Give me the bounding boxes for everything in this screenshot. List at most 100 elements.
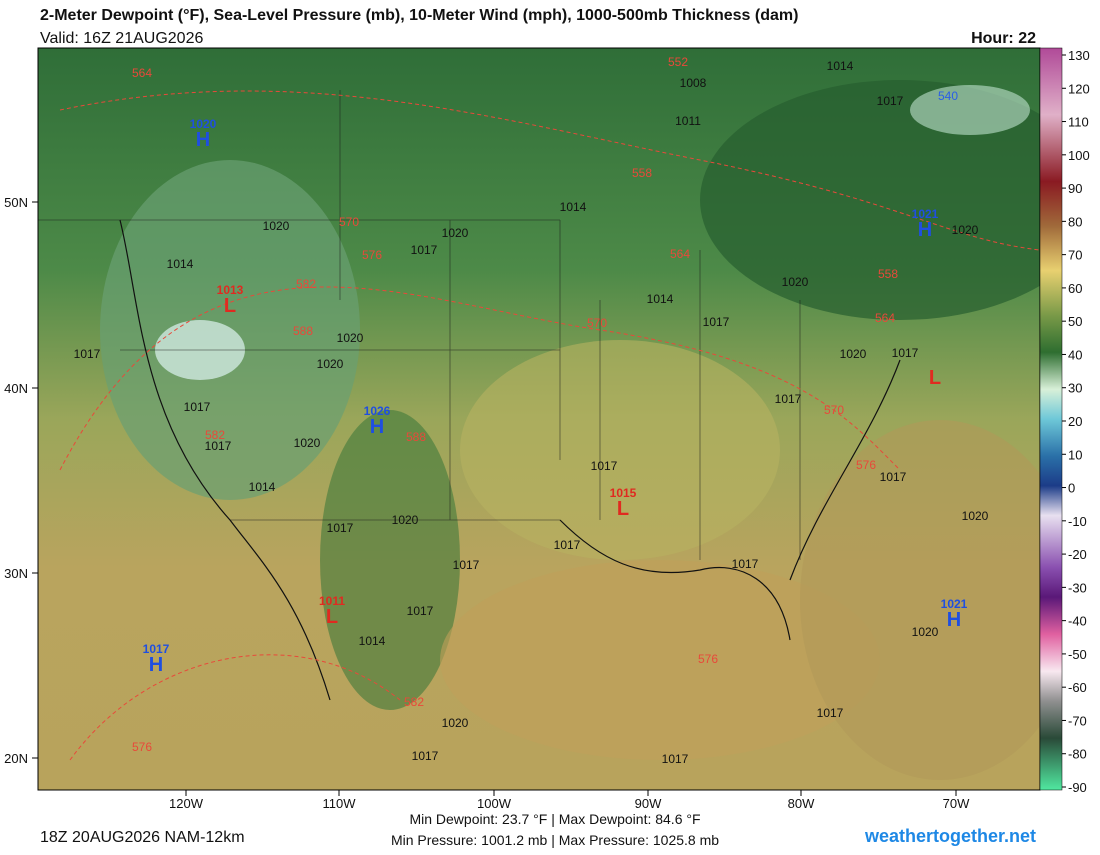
highs-value: 1026 xyxy=(364,404,391,418)
isobar-label: 1017 xyxy=(407,604,434,618)
thickness-label: 564 xyxy=(670,247,690,261)
isobar-label: 1017 xyxy=(877,94,904,108)
gulf xyxy=(440,560,880,760)
isobar-label: 1014 xyxy=(249,480,276,494)
atlantic xyxy=(800,420,1040,780)
title: 2-Meter Dewpoint (°F), Sea-Level Pressur… xyxy=(40,7,798,24)
isobar-label: 1017 xyxy=(205,439,232,453)
isobar-label: 1017 xyxy=(184,400,211,414)
colorbar-label: 80 xyxy=(1068,214,1082,229)
thickness-label: 552 xyxy=(668,55,688,69)
thickness-label: 576 xyxy=(856,458,876,472)
site-name: weathertogether.net xyxy=(864,826,1036,846)
coastlines xyxy=(119,219,901,701)
isobar-label: 1020 xyxy=(263,219,290,233)
dewpoint-range: Min Dewpoint: 23.7 °F | Max Dewpoint: 84… xyxy=(409,811,700,827)
isobar-label: 1017 xyxy=(775,392,802,406)
thickness-label: 570 xyxy=(824,403,844,417)
thickness-label: 570 xyxy=(339,215,359,229)
isobar-label: 1020 xyxy=(912,625,939,639)
thickness-label: 588 xyxy=(406,430,426,444)
isobar-label: 1017 xyxy=(732,557,759,571)
isobar-label: 1014 xyxy=(647,292,674,306)
lows-value: 1013 xyxy=(217,283,244,297)
cold-north xyxy=(910,85,1030,135)
model-run: 18Z 20AUG2026 NAM-12km xyxy=(40,829,245,846)
lows-letter: L xyxy=(929,367,941,389)
highs-value: 1021 xyxy=(941,597,968,611)
isobar-label: 1017 xyxy=(412,749,439,763)
colorbar-label: 100 xyxy=(1068,148,1090,163)
thickness-label: 576 xyxy=(132,740,152,754)
thickness-label: 570 xyxy=(587,316,607,330)
highs-letter: H xyxy=(947,609,961,631)
colorbar-label: 90 xyxy=(1068,181,1082,196)
isobar-label: 1017 xyxy=(453,558,480,572)
isobar-label: 1020 xyxy=(840,347,867,361)
cold-thickness-label: 540 xyxy=(938,89,958,103)
isobar-label: 1017 xyxy=(703,315,730,329)
pressure-range: Min Pressure: 1001.2 mb | Max Pressure: … xyxy=(391,832,719,848)
lows-letter: L xyxy=(326,606,338,628)
colorbar-label: 50 xyxy=(1068,314,1082,329)
highs-letter: H xyxy=(918,219,932,241)
lows-value: 1011 xyxy=(319,594,345,608)
gulf-coast xyxy=(460,340,780,560)
isobar-label: 1020 xyxy=(442,226,469,240)
thickness-label: 588 xyxy=(293,324,313,338)
colorbar-label: 70 xyxy=(1068,248,1082,263)
colorbar-label: 0 xyxy=(1068,481,1075,496)
highs-value: 1020 xyxy=(190,117,217,131)
isobar-label: 1017 xyxy=(662,752,689,766)
colorbar-label: -10 xyxy=(1068,514,1087,529)
moist-canada xyxy=(700,80,1040,320)
isobar-label: 1014 xyxy=(359,634,386,648)
highs-letter: H xyxy=(370,416,384,438)
highs-value: 1017 xyxy=(143,642,170,656)
lat-label: 30N xyxy=(4,566,28,581)
lon-label: 120W xyxy=(169,796,204,811)
thickness-label: 564 xyxy=(132,66,152,80)
map-field xyxy=(38,48,1040,790)
colorbar-label: 30 xyxy=(1068,381,1082,396)
colorbar-label: -80 xyxy=(1068,747,1087,762)
highs-letter: H xyxy=(196,129,210,151)
colorbar-label: -70 xyxy=(1068,713,1087,728)
colorbar-label: -60 xyxy=(1068,680,1087,695)
thickness-label: 576 xyxy=(698,652,718,666)
isobar-label: 1020 xyxy=(962,509,989,523)
colorbar-label: 130 xyxy=(1068,48,1090,63)
isobar-label: 1014 xyxy=(167,257,194,271)
isobar-label: 1014 xyxy=(560,200,587,214)
thickness-contours xyxy=(59,90,1040,761)
moist-mexico xyxy=(320,410,460,710)
thickness-label: 582 xyxy=(205,428,225,442)
colorbar-label: -40 xyxy=(1068,614,1087,629)
highs-value: 1021 xyxy=(912,207,939,221)
isobar-label: 1017 xyxy=(880,470,907,484)
thickness-label: 582 xyxy=(296,277,316,291)
lat-label: 50N xyxy=(4,195,28,210)
colorbar-label: -50 xyxy=(1068,647,1087,662)
colorbar-label: 40 xyxy=(1068,347,1082,362)
colorbar-label: 20 xyxy=(1068,414,1082,429)
lows-letter: L xyxy=(617,498,629,520)
colorbar-label: -90 xyxy=(1068,780,1087,795)
lon-label: 110W xyxy=(323,796,357,811)
lat-label: 20N xyxy=(4,751,28,766)
colorbar-label: 10 xyxy=(1068,447,1082,462)
isobar-label: 1020 xyxy=(442,716,469,730)
isobar-label: 1020 xyxy=(317,357,344,371)
borders xyxy=(38,90,801,560)
isobar-label: 1008 xyxy=(680,76,707,90)
isobar-label: 1017 xyxy=(591,459,618,473)
colorbar-label: 120 xyxy=(1068,81,1090,96)
colorbar-label: -30 xyxy=(1068,580,1087,595)
thickness-label: 558 xyxy=(878,267,898,281)
lows-value: 1015 xyxy=(610,486,637,500)
isobar-label: 1017 xyxy=(554,538,581,552)
colorbar-label: -20 xyxy=(1068,547,1087,562)
isobar-label: 1011 xyxy=(675,114,701,128)
